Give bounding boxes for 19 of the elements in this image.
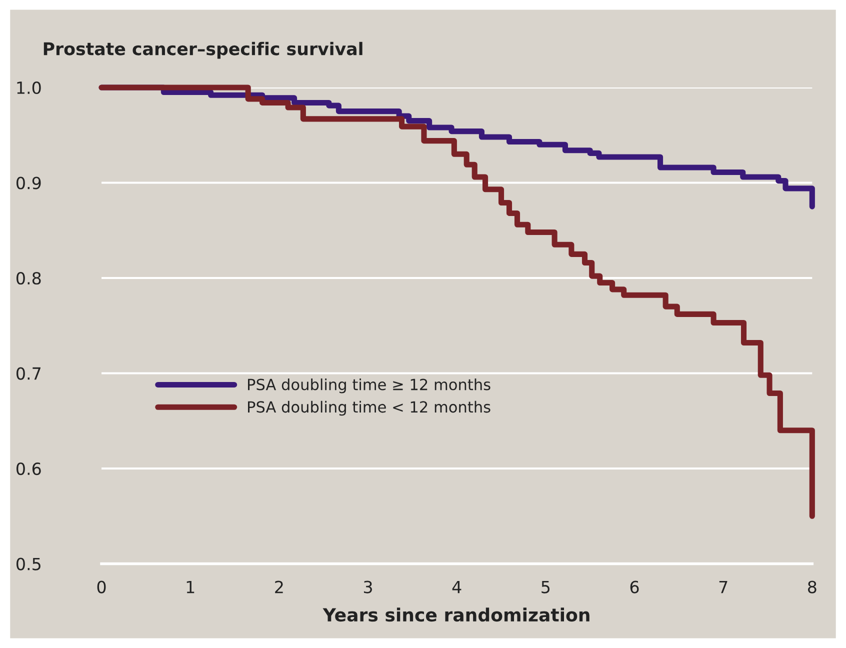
x-tick-label: 4 (452, 580, 462, 594)
x-axis-title: Years since randomization (322, 608, 590, 622)
x-tick-label: 6 (630, 580, 639, 594)
x-tick-label: 1 (186, 580, 194, 594)
y-tick-label: 0.9 (16, 176, 41, 190)
y-tick-label: 0.6 (16, 462, 41, 476)
y-tick-label: 0.8 (16, 272, 41, 285)
x-tick-label: 8 (808, 580, 816, 594)
x-tick-label: 7 (719, 580, 728, 594)
x-tick-label: 5 (542, 580, 550, 594)
y-tick-label: 1.0 (17, 81, 41, 94)
x-tick-label: 3 (364, 580, 372, 594)
y-tick-label: 0.5 (16, 558, 40, 570)
chart-title: Prostate cancer–specific survival (44, 42, 362, 59)
x-tick-label: 2 (275, 580, 283, 594)
legend-label: PSA doubling time < 12 months (248, 400, 490, 416)
y-tick-label: 0.7 (16, 367, 40, 380)
x-tick-label: 0 (97, 580, 106, 594)
legend-label: PSA doubling time ≥ 12 months (248, 378, 490, 394)
